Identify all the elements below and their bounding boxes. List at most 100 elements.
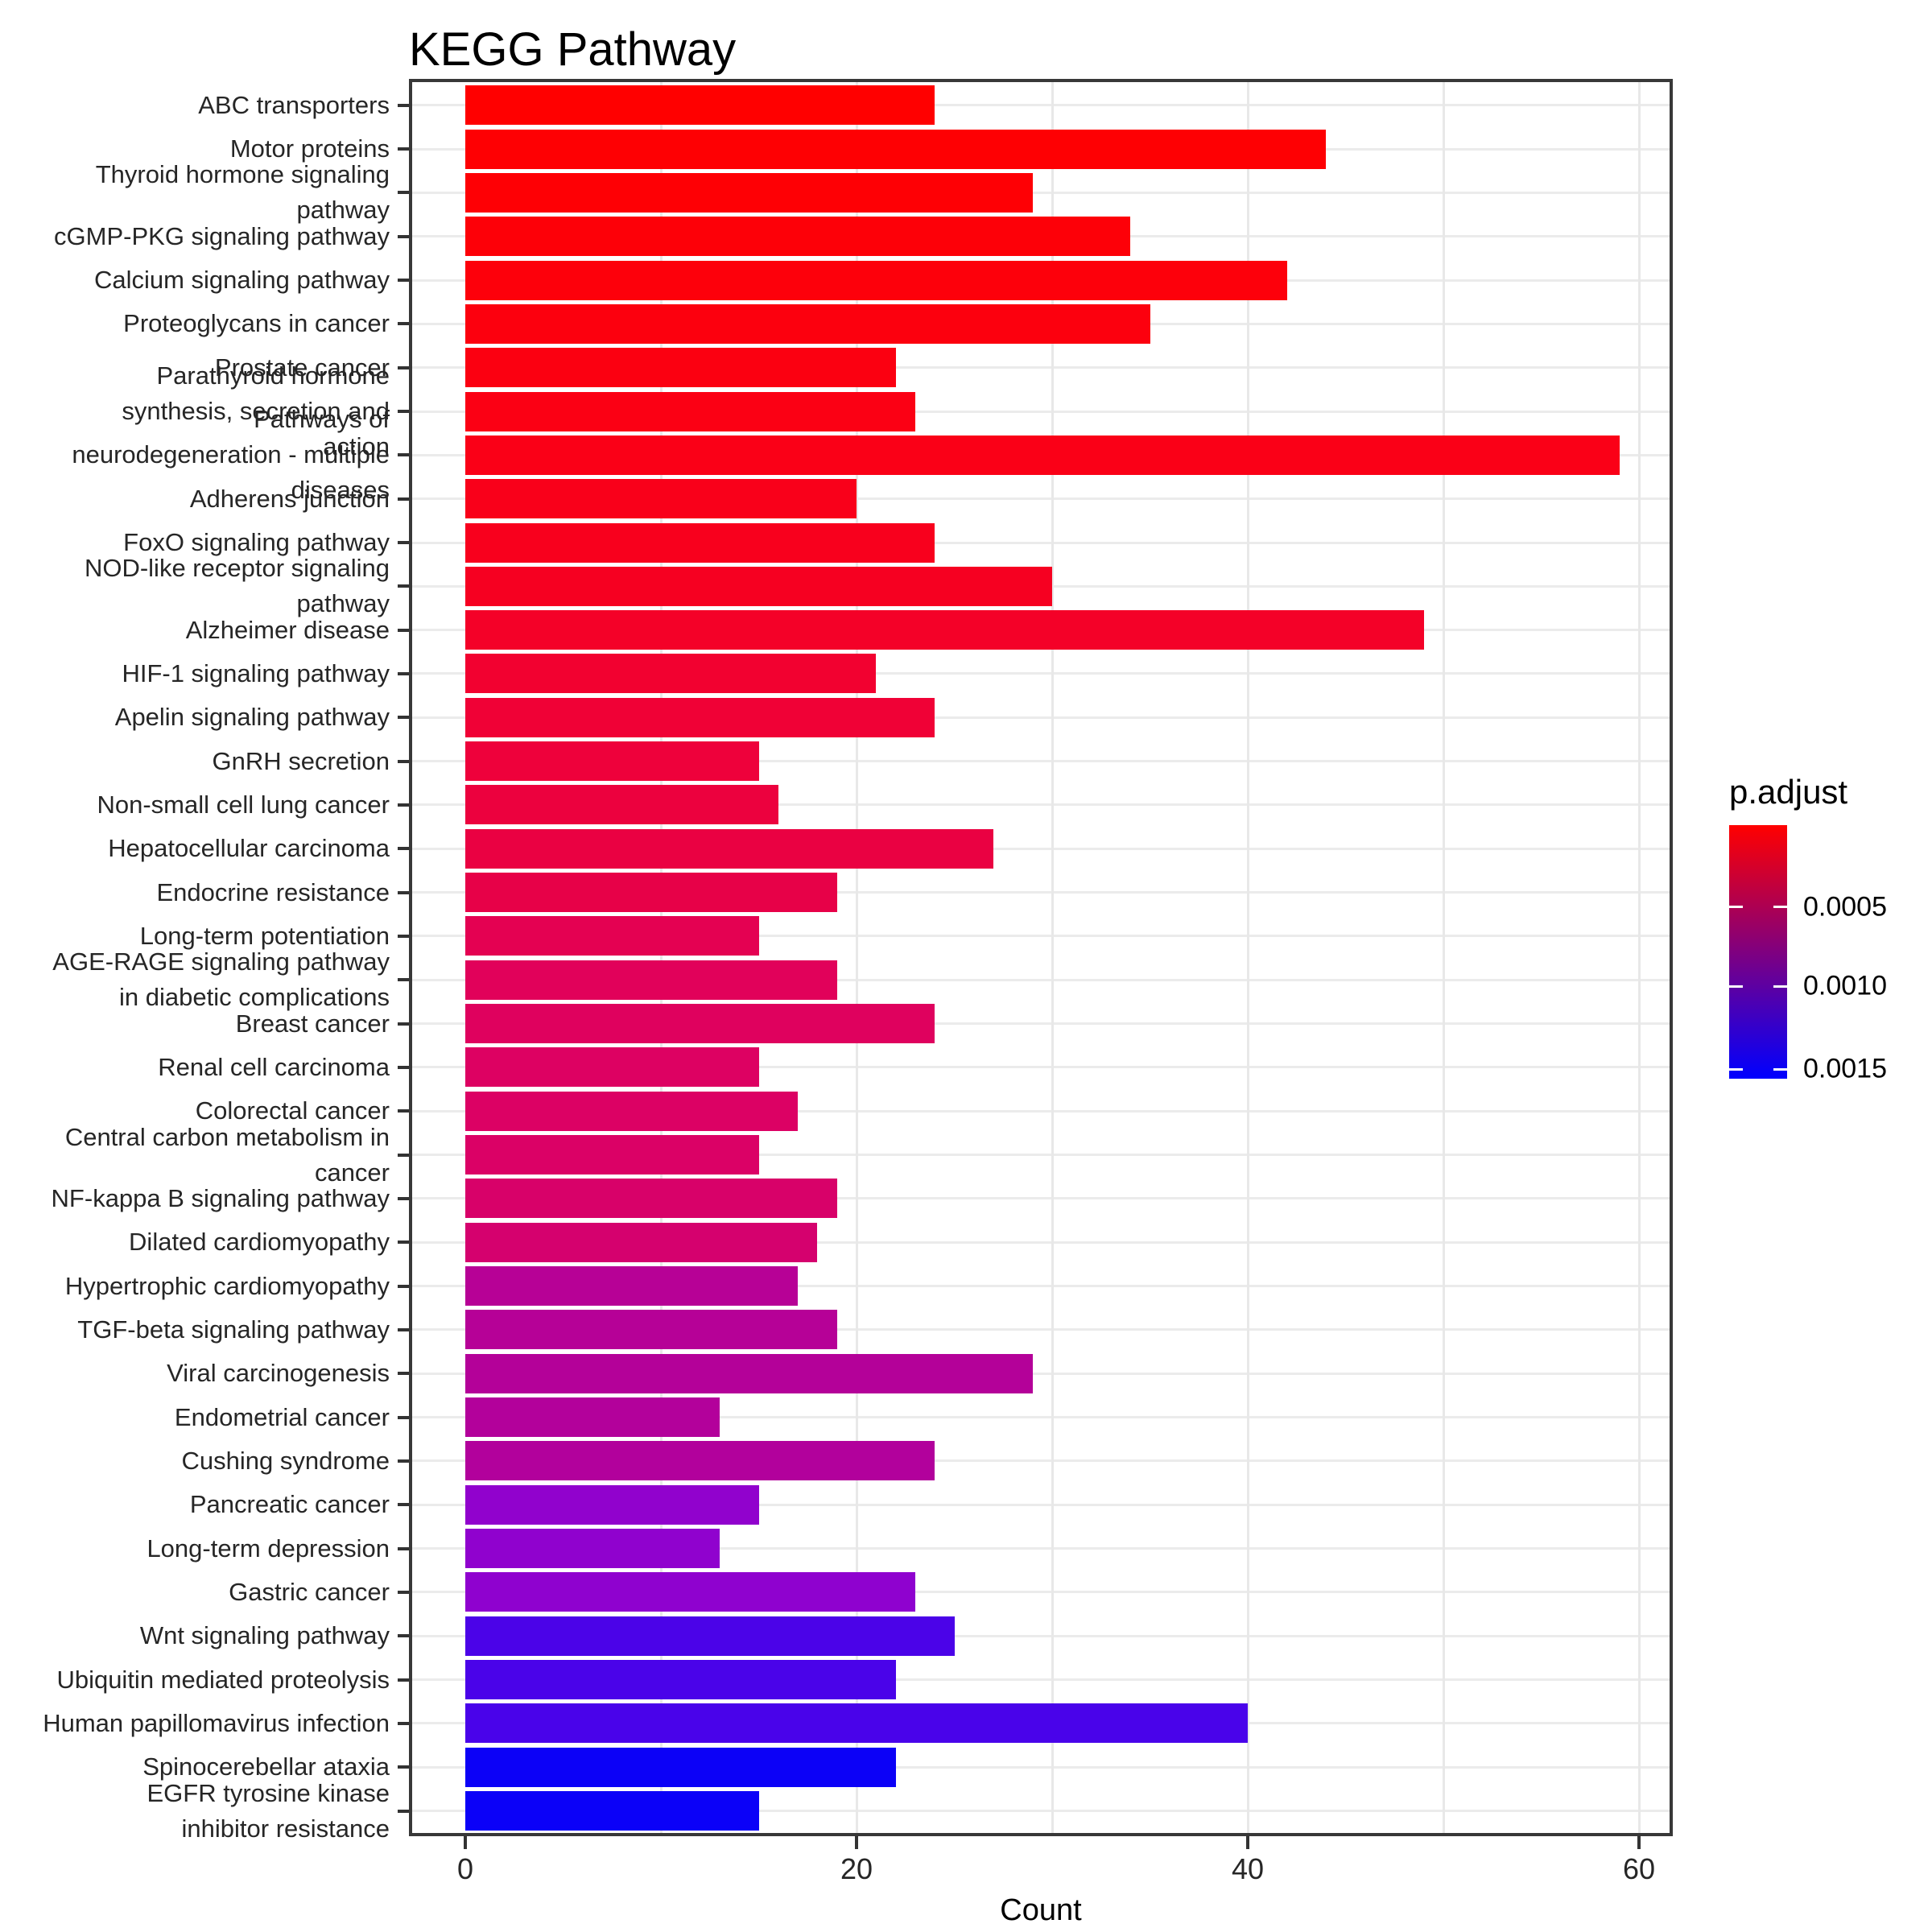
horizontal-gridline [409, 1678, 1673, 1682]
horizontal-gridline [409, 1066, 1673, 1069]
y-axis-tick-label: NOD-like receptor signaling pathway [84, 554, 390, 618]
plot-panel [409, 79, 1673, 1836]
horizontal-gridline [409, 803, 1673, 807]
y-axis-tick-label: AGE-RAGE signaling pathway in diabetic c… [52, 947, 390, 1012]
horizontal-gridline [409, 716, 1673, 719]
horizontal-gridline [409, 1416, 1673, 1419]
bar [465, 1660, 896, 1700]
y-axis-tick-label: EGFR tyrosine kinase inhibitor resistanc… [147, 1778, 390, 1843]
y-axis-tick [398, 1503, 409, 1507]
y-axis-tick [398, 279, 409, 283]
y-axis-tick-label: Prostate cancer [214, 353, 390, 382]
legend-tick-label: 0.0015 [1803, 1053, 1887, 1084]
y-axis-tick [398, 1372, 409, 1376]
bar [465, 1747, 896, 1787]
horizontal-gridline [409, 891, 1673, 894]
chart-title: KEGG Pathway [409, 23, 737, 76]
x-axis-tick [1637, 1836, 1641, 1849]
horizontal-gridline [409, 1372, 1673, 1375]
bar [465, 1791, 759, 1831]
y-axis-tick [398, 234, 409, 238]
bar [465, 435, 1620, 475]
bar [465, 391, 915, 431]
bar [465, 785, 778, 825]
vertical-gridline [1051, 79, 1054, 1836]
x-axis-tick-label: 60 [1622, 1852, 1656, 1885]
y-axis-tick [398, 716, 409, 720]
horizontal-gridline [409, 760, 1673, 763]
legend-tick-mark [1773, 906, 1787, 909]
y-axis-tick [398, 628, 409, 632]
vertical-gridline [1246, 79, 1249, 1836]
y-axis-tick [398, 1590, 409, 1594]
x-axis-tick-label: 20 [840, 1852, 873, 1885]
y-axis-tick-label: HIF-1 signaling pathway [122, 658, 390, 687]
y-axis-tick-label: Cushing syndrome [181, 1446, 390, 1475]
bar [465, 1353, 1033, 1393]
bar [465, 479, 857, 519]
y-axis-tick [398, 803, 409, 807]
horizontal-gridline [409, 1109, 1673, 1113]
y-axis-tick-label: Renal cell carcinoma [158, 1052, 390, 1081]
x-axis-title: Count [1000, 1893, 1082, 1927]
horizontal-gridline [409, 1459, 1673, 1463]
y-axis-tick [398, 671, 409, 675]
bar [465, 1616, 955, 1656]
x-axis-tick [1246, 1836, 1249, 1849]
y-axis-tick [398, 1459, 409, 1463]
bar [465, 828, 994, 869]
y-axis-tick [398, 1721, 409, 1725]
y-axis-tick [398, 890, 409, 894]
y-axis-tick-label: Non-small cell lung cancer [97, 790, 390, 819]
bar [465, 85, 935, 126]
bar [465, 1703, 1248, 1744]
y-axis-tick [398, 322, 409, 326]
y-axis-tick-label: Colorectal cancer [195, 1096, 390, 1125]
horizontal-gridline [409, 1285, 1673, 1288]
legend-tick-mark [1729, 985, 1743, 988]
y-axis-tick [398, 1327, 409, 1331]
y-axis-tick-label: Proteoglycans in cancer [123, 309, 390, 338]
y-axis-tick-label: Endometrial cancer [174, 1402, 390, 1431]
bar [465, 1397, 720, 1438]
bar [465, 1091, 799, 1131]
bar [465, 741, 759, 782]
y-axis-tick-label: Parathyroid hormone synthesis, secretion… [122, 361, 390, 461]
y-axis-tick-label: Hepatocellular carcinoma [108, 834, 390, 863]
x-axis-tick-label: 40 [1231, 1852, 1265, 1885]
y-axis-tick-label: Long-term depression [147, 1534, 390, 1563]
y-axis-tick-label: Apelin signaling pathway [114, 703, 390, 732]
bar [465, 260, 1287, 300]
y-axis-tick [398, 1809, 409, 1813]
bar [465, 610, 1424, 650]
bar [465, 1484, 759, 1525]
horizontal-gridline [409, 1154, 1673, 1157]
bar [465, 1266, 799, 1307]
vertical-gridline [1442, 79, 1445, 1836]
y-axis-tick-label: Breast cancer [235, 1009, 390, 1038]
y-axis-tick [398, 847, 409, 851]
legend-tick-label: 0.0005 [1803, 891, 1887, 923]
bar [465, 129, 1327, 169]
horizontal-gridline [409, 104, 1673, 107]
x-axis-tick [855, 1836, 858, 1849]
y-axis-tick [398, 410, 409, 413]
y-axis-tick [398, 1109, 409, 1113]
y-axis-tick-label: GnRH secretion [212, 746, 390, 775]
y-axis-tick [398, 497, 409, 501]
bar [465, 348, 896, 388]
y-axis-tick-label: Spinocerebellar ataxia [142, 1752, 390, 1781]
y-axis-tick-label: FoxO signaling pathway [123, 527, 390, 556]
bar [465, 1310, 837, 1350]
horizontal-gridline [409, 1022, 1673, 1026]
y-axis-tick-label: Endocrine resistance [156, 877, 390, 906]
y-axis-tick-label: Pancreatic cancer [189, 1490, 390, 1519]
bar [465, 1047, 759, 1088]
bar [465, 1572, 915, 1612]
vertical-gridline [855, 79, 858, 1836]
bar [465, 1529, 720, 1569]
y-axis-tick [398, 1634, 409, 1638]
legend-tick-mark [1729, 906, 1743, 909]
y-axis-tick [398, 978, 409, 982]
